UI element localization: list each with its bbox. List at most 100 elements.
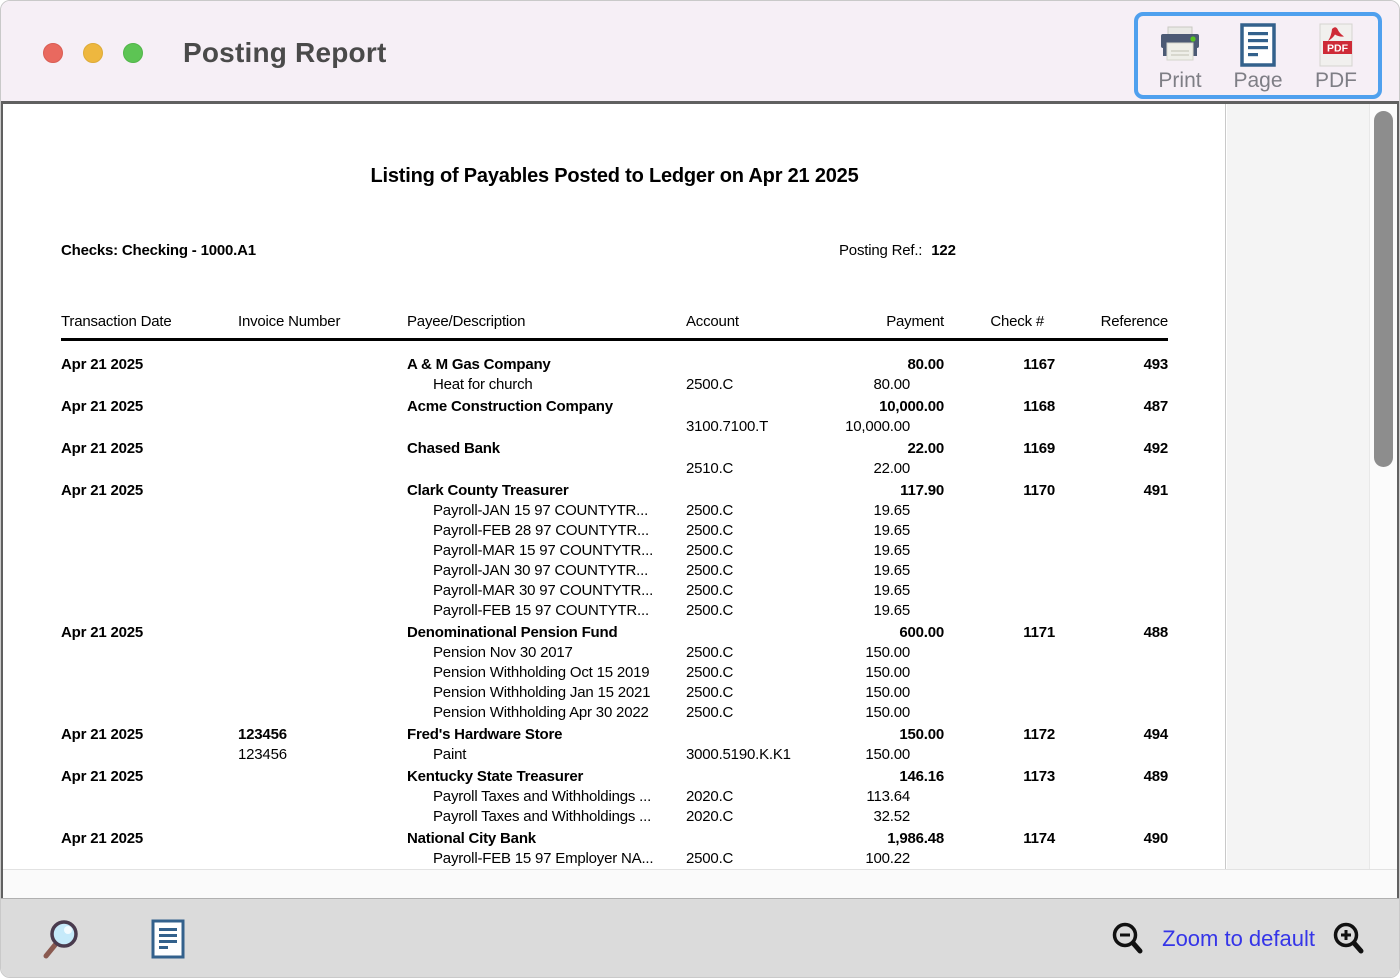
cell-check-number	[944, 417, 1055, 437]
cell-check-number	[944, 501, 1055, 521]
table-row-detail: Payroll-MAR 15 97 COUNTYTR... 2500.C 19.65	[61, 541, 1168, 561]
document-icon	[151, 919, 185, 959]
cell-reference	[1055, 581, 1168, 601]
cell-account: 2500.C	[686, 522, 734, 539]
cell-transaction-date: Apr 21 2025	[61, 356, 144, 373]
cell-invoice-number	[238, 849, 407, 869]
cell-transaction-date	[61, 417, 238, 437]
cell-description: Payroll Taxes and Withholdings ...	[433, 808, 652, 825]
cell-reference: 489	[1143, 768, 1169, 785]
printer-icon	[1157, 22, 1203, 68]
table-row-detail: 3100.7100.T 10,000.00	[61, 417, 1168, 437]
cell-amount: 19.65	[873, 562, 910, 579]
table-row-detail: Payroll Taxes and Withholdings ... 2020.C…	[61, 807, 1168, 827]
cell-invoice-number	[238, 397, 407, 417]
cell-payee: Acme Construction Company	[407, 398, 613, 415]
cell-invoice-number	[238, 481, 407, 501]
col-header-reference: Reference	[1100, 313, 1169, 330]
cell-payment: 80.00	[907, 356, 944, 373]
cell-description: Pension Withholding Jan 15 2021	[433, 684, 651, 701]
minimize-button[interactable]	[83, 43, 103, 63]
cell-reference	[1055, 787, 1168, 807]
cell-account: 2020.C	[686, 788, 734, 805]
horizontal-scrollbar-track[interactable]	[3, 869, 1397, 898]
cell-transaction-date: Apr 21 2025	[61, 440, 144, 457]
cell-invoice-number	[238, 601, 407, 621]
col-header-transaction-date: Transaction Date	[61, 313, 172, 330]
cell-invoice-number	[238, 767, 407, 787]
cell-reference	[1055, 459, 1168, 479]
page-setup-button[interactable]: Page	[1226, 22, 1290, 91]
table-row-detail: Heat for church 2500.C 80.00	[61, 375, 1168, 395]
zoom-out-button[interactable]	[1110, 921, 1146, 957]
cell-amount: 150.00	[865, 664, 910, 681]
cell-amount: 19.65	[873, 542, 910, 559]
cell-check-number: 1167	[1023, 356, 1055, 373]
cell-payee: Clark County Treasurer	[407, 482, 569, 499]
cell-transaction-date	[61, 849, 238, 869]
cell-description: Payroll-FEB 15 97 COUNTYTR...	[433, 602, 649, 619]
cell-check-number: 1173	[1023, 768, 1055, 785]
cell-reference	[1055, 521, 1168, 541]
cell-description: Payroll-JAN 30 97 COUNTYTR...	[433, 562, 649, 579]
cell-check-number: 1172	[1023, 726, 1055, 743]
table-row-main: Apr 21 2025 National City Bank 1,986.48 117…	[61, 829, 1168, 849]
cell-transaction-date: Apr 21 2025	[61, 398, 144, 415]
posting-ref-label: Posting Ref.:	[839, 242, 923, 259]
cell-account	[686, 623, 816, 643]
cell-payee: Chased Bank	[407, 440, 500, 457]
vertical-scrollbar-track[interactable]	[1369, 104, 1397, 869]
cell-description: Payroll-MAR 15 97 COUNTYTR...	[433, 542, 654, 559]
toolbar-button-group: Print Page	[1134, 12, 1382, 99]
cell-check-number: 1169	[1023, 440, 1055, 457]
document-view-button[interactable]	[151, 919, 185, 959]
cell-check-number: 1170	[1023, 482, 1055, 499]
cell-description: Pension Nov 30 2017	[433, 644, 573, 661]
cell-check-number	[944, 807, 1055, 827]
cell-account: 2500.C	[686, 582, 734, 599]
zoom-to-default-link[interactable]: Zoom to default	[1162, 926, 1315, 951]
close-button[interactable]	[43, 43, 63, 63]
magnifier-tool-button[interactable]	[41, 917, 85, 961]
cell-check-number	[944, 745, 1055, 765]
cell-account: 2510.C	[686, 460, 734, 477]
table-row-detail: 2510.C 22.00	[61, 459, 1168, 479]
cell-invoice-number	[238, 829, 407, 849]
cell-amount: 100.22	[865, 850, 910, 867]
table-row-main: Apr 21 2025 123456 Fred's Hardware Store 15…	[61, 725, 1168, 745]
cell-amount: 19.65	[873, 502, 910, 519]
cell-transaction-date	[61, 601, 238, 621]
table-row-detail: Pension Withholding Oct 15 2019 2500.C 150…	[61, 663, 1168, 683]
table-row-detail: 123456 Paint 3000.5190.K.K1 150.00	[61, 745, 1168, 765]
cell-transaction-date	[61, 643, 238, 663]
cell-amount: 150.00	[865, 644, 910, 661]
cell-account	[686, 355, 816, 375]
cell-transaction-date: Apr 21 2025	[61, 482, 144, 499]
pdf-button[interactable]: PDF PDF	[1304, 22, 1368, 91]
table-row-main: Apr 21 2025 Chased Bank 22.00 1169 492	[61, 439, 1168, 459]
zoom-in-button[interactable]	[1331, 921, 1367, 957]
cell-description: Payroll-JAN 15 97 COUNTYTR...	[433, 502, 649, 519]
cell-transaction-date	[61, 745, 238, 765]
report-scroll-frame: Listing of Payables Posted to Ledger on …	[1, 101, 1399, 898]
page-gutter	[1227, 104, 1371, 869]
cell-reference	[1055, 849, 1168, 869]
zoom-window-button[interactable]	[123, 43, 143, 63]
cell-amount: 10,000.00	[845, 418, 910, 435]
cell-amount: 19.65	[873, 582, 910, 599]
print-button[interactable]: Print	[1148, 22, 1212, 91]
vertical-scrollbar-thumb[interactable]	[1374, 111, 1393, 467]
cell-account: 2500.C	[686, 562, 734, 579]
posting-ref-value: 122	[931, 242, 956, 259]
table-row-detail: Payroll-JAN 15 97 COUNTYTR... 2500.C 19.65	[61, 501, 1168, 521]
cell-account: 2500.C	[686, 502, 734, 519]
cell-account: 2500.C	[686, 704, 734, 721]
cell-invoice-number	[238, 663, 407, 683]
cell-reference	[1055, 501, 1168, 521]
cell-amount: 19.65	[873, 522, 910, 539]
table-row-main: Apr 21 2025 Clark County Treasurer 117.90 1…	[61, 481, 1168, 501]
zoom-out-icon	[1112, 922, 1143, 954]
col-header-check-number: Check #	[990, 313, 1044, 330]
cell-reference	[1055, 601, 1168, 621]
cell-amount: 22.00	[873, 460, 910, 477]
